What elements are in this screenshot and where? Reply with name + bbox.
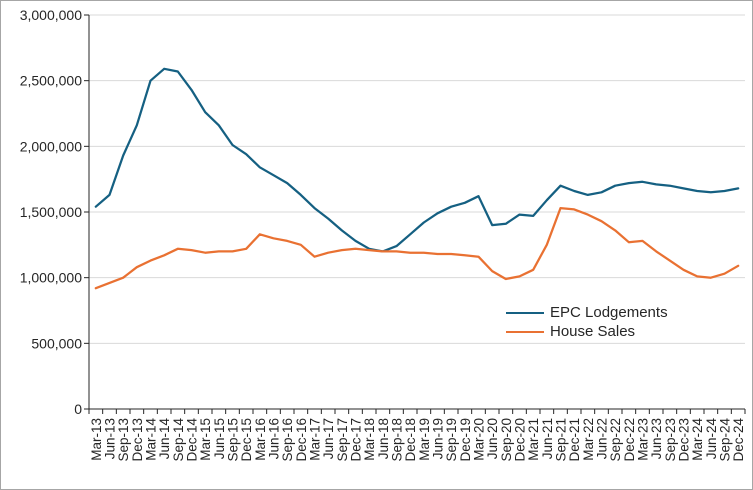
y-axis-label: 0 bbox=[74, 401, 82, 417]
x-axis-label: Jun-19 bbox=[431, 418, 446, 459]
x-axis-label: Dec-18 bbox=[403, 418, 418, 462]
series-line-house-sales bbox=[94, 206, 740, 290]
y-axis-label: 2,500,000 bbox=[20, 73, 82, 89]
x-axis-label: Sep-16 bbox=[280, 418, 295, 462]
x-axis-label: Sep-15 bbox=[226, 418, 241, 462]
x-axis-label: Dec-17 bbox=[349, 418, 364, 462]
x-axis-label: Jun-23 bbox=[649, 418, 664, 459]
x-axis-label: Sep-24 bbox=[718, 418, 733, 462]
y-axis-label: 1,000,000 bbox=[20, 270, 82, 286]
legend: EPC Lodgements House Sales bbox=[506, 303, 668, 341]
x-axis-label: Dec-21 bbox=[567, 418, 582, 462]
x-axis-label: Mar-16 bbox=[253, 418, 268, 461]
x-axis-label: Jun-22 bbox=[595, 418, 610, 459]
y-axis-label: 1,500,000 bbox=[20, 204, 82, 220]
x-axis-label: Sep-23 bbox=[663, 418, 678, 462]
y-axis-label: 2,000,000 bbox=[20, 138, 82, 154]
x-axis-label: Sep-21 bbox=[554, 418, 569, 462]
legend-item-house-sales: House Sales bbox=[506, 322, 668, 341]
x-axis-label: Sep-14 bbox=[171, 418, 186, 462]
x-axis-label: Sep-22 bbox=[608, 418, 623, 462]
x-axis-label: Sep-20 bbox=[499, 418, 514, 462]
x-axis-label: Mar-14 bbox=[144, 418, 159, 461]
x-axis-label: Mar-15 bbox=[198, 418, 213, 461]
x-axis-label: Jun-17 bbox=[321, 418, 336, 459]
x-axis-label: Dec-13 bbox=[130, 418, 145, 462]
x-axis-label: Mar-13 bbox=[89, 418, 104, 461]
epc-lodgements-line-swatch bbox=[506, 311, 544, 314]
x-axis-label: Mar-17 bbox=[308, 418, 323, 461]
x-axis-label: Dec-14 bbox=[185, 418, 200, 462]
x-axis-label: Dec-22 bbox=[622, 418, 637, 462]
x-axis-label: Jun-16 bbox=[267, 418, 282, 459]
house-sales-line-swatch bbox=[506, 330, 544, 333]
x-axis-label: Dec-16 bbox=[294, 418, 309, 462]
x-axis-label: Dec-19 bbox=[458, 418, 473, 462]
x-axis-label: Mar-21 bbox=[526, 418, 541, 461]
x-axis-label: Dec-15 bbox=[239, 418, 254, 462]
x-axis-label: Mar-20 bbox=[472, 418, 487, 461]
x-axis-label: Jun-13 bbox=[103, 418, 118, 459]
x-axis-label: Mar-19 bbox=[417, 418, 432, 461]
x-axis-label: Sep-17 bbox=[335, 418, 350, 462]
x-axis-label: Jun-14 bbox=[157, 418, 172, 460]
x-axis-label: Jun-15 bbox=[212, 418, 227, 459]
x-axis-label: Sep-19 bbox=[444, 418, 459, 462]
x-axis-label: Sep-18 bbox=[390, 418, 405, 462]
x-axis-label: Jun-18 bbox=[376, 418, 391, 459]
x-axis-label: Jun-24 bbox=[704, 418, 719, 460]
series-line-epc-lodgements bbox=[94, 67, 740, 253]
legend-label-house-sales: House Sales bbox=[550, 323, 636, 340]
legend-label-epc-lodgements: EPC Lodgements bbox=[550, 304, 668, 321]
x-axis-label: Dec-20 bbox=[513, 418, 528, 462]
x-axis-label: Dec-23 bbox=[677, 418, 692, 462]
x-axis-label: Dec-24 bbox=[731, 418, 746, 462]
x-axis-label: Mar-22 bbox=[581, 418, 596, 461]
x-axis-label: Jun-21 bbox=[540, 418, 555, 459]
x-axis-label: Sep-13 bbox=[116, 418, 131, 462]
y-axis-label: 500,000 bbox=[31, 335, 82, 351]
x-axis-label: Mar-18 bbox=[362, 418, 377, 461]
legend-item-epc-lodgements: EPC Lodgements bbox=[506, 303, 668, 322]
y-axis-label: 3,000,000 bbox=[20, 7, 82, 23]
x-axis-label: Jun-20 bbox=[485, 418, 500, 459]
x-axis-label: Mar-24 bbox=[690, 418, 705, 461]
x-axis-label: Mar-23 bbox=[636, 418, 651, 461]
